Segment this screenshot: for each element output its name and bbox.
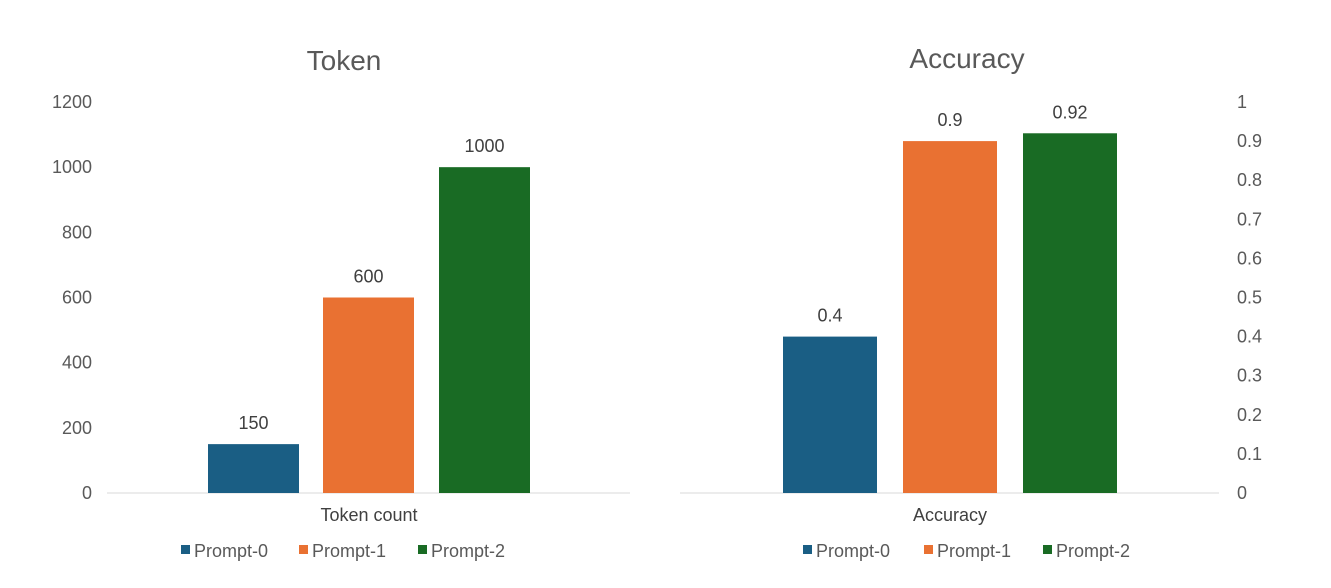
legend-swatch: [418, 545, 427, 554]
y-tick-label: 0.9: [1237, 131, 1262, 151]
data-label: 150: [238, 413, 268, 433]
y-tick-label: 200: [62, 418, 92, 438]
data-label: 0.9: [937, 110, 962, 130]
legend-label: Prompt-2: [431, 541, 505, 561]
bar-prompt-1: [903, 141, 997, 493]
legend-label: Prompt-1: [937, 541, 1011, 561]
bar-prompt-0: [208, 444, 299, 493]
token-chart: Token 0 200 400 600 800 1000 1200 150 600 1000 T…: [52, 45, 630, 561]
legend-label: Prompt-2: [1056, 541, 1130, 561]
data-label: 0.92: [1052, 102, 1087, 122]
x-category-label: Accuracy: [913, 505, 987, 525]
y-tick-label: 1000: [52, 157, 92, 177]
y-tick-label: 0.5: [1237, 288, 1262, 308]
y-tick-label: 0.2: [1237, 405, 1262, 425]
legend-swatch: [1043, 545, 1052, 554]
y-tick-label: 0: [82, 483, 92, 503]
bar-prompt-1: [323, 297, 414, 493]
bar-prompt-2: [439, 167, 530, 493]
y-tick-label: 800: [62, 222, 92, 242]
legend-swatch: [803, 545, 812, 554]
x-category-label: Token count: [320, 505, 417, 525]
y-tick-label: 600: [62, 288, 92, 308]
data-label: 0.4: [817, 306, 842, 326]
data-label: 1000: [464, 136, 504, 156]
y-tick-label: 400: [62, 353, 92, 373]
chart-title: Accuracy: [909, 43, 1024, 74]
y-tick-label: 0.4: [1237, 327, 1262, 347]
y-tick-label: 0.6: [1237, 248, 1262, 268]
legend-label: Prompt-0: [194, 541, 268, 561]
legend-swatch: [299, 545, 308, 554]
y-tick-label: 0.1: [1237, 444, 1262, 464]
y-tick-label: 0.7: [1237, 209, 1262, 229]
legend-label: Prompt-0: [816, 541, 890, 561]
bar-prompt-2: [1023, 133, 1117, 493]
legend-label: Prompt-1: [312, 541, 386, 561]
accuracy-chart: Accuracy 0 0.1 0.2 0.3 0.4 0.5 0.6 0.7 0.8 0.9 1 0…: [680, 43, 1262, 561]
legend-swatch: [181, 545, 190, 554]
data-label: 600: [353, 267, 383, 287]
legend-swatch: [924, 545, 933, 554]
y-tick-label: 1200: [52, 92, 92, 112]
y-tick-label: 0.3: [1237, 366, 1262, 386]
y-tick-label: 0.8: [1237, 170, 1262, 190]
chart-title: Token: [307, 45, 382, 76]
y-tick-label: 1: [1237, 92, 1247, 112]
bar-prompt-0: [783, 336, 877, 493]
y-tick-label: 0: [1237, 483, 1247, 503]
